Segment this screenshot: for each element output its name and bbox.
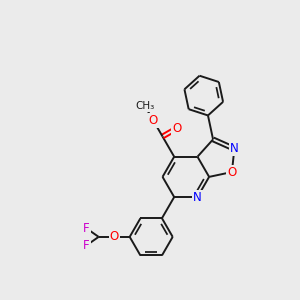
Text: O: O xyxy=(172,122,182,135)
Text: O: O xyxy=(227,166,236,178)
Text: O: O xyxy=(149,114,158,127)
Text: F: F xyxy=(83,222,90,235)
Text: O: O xyxy=(110,230,119,243)
Text: F: F xyxy=(83,239,90,252)
Text: N: N xyxy=(193,190,202,203)
Text: N: N xyxy=(230,142,239,155)
Text: CH₃: CH₃ xyxy=(135,101,155,111)
